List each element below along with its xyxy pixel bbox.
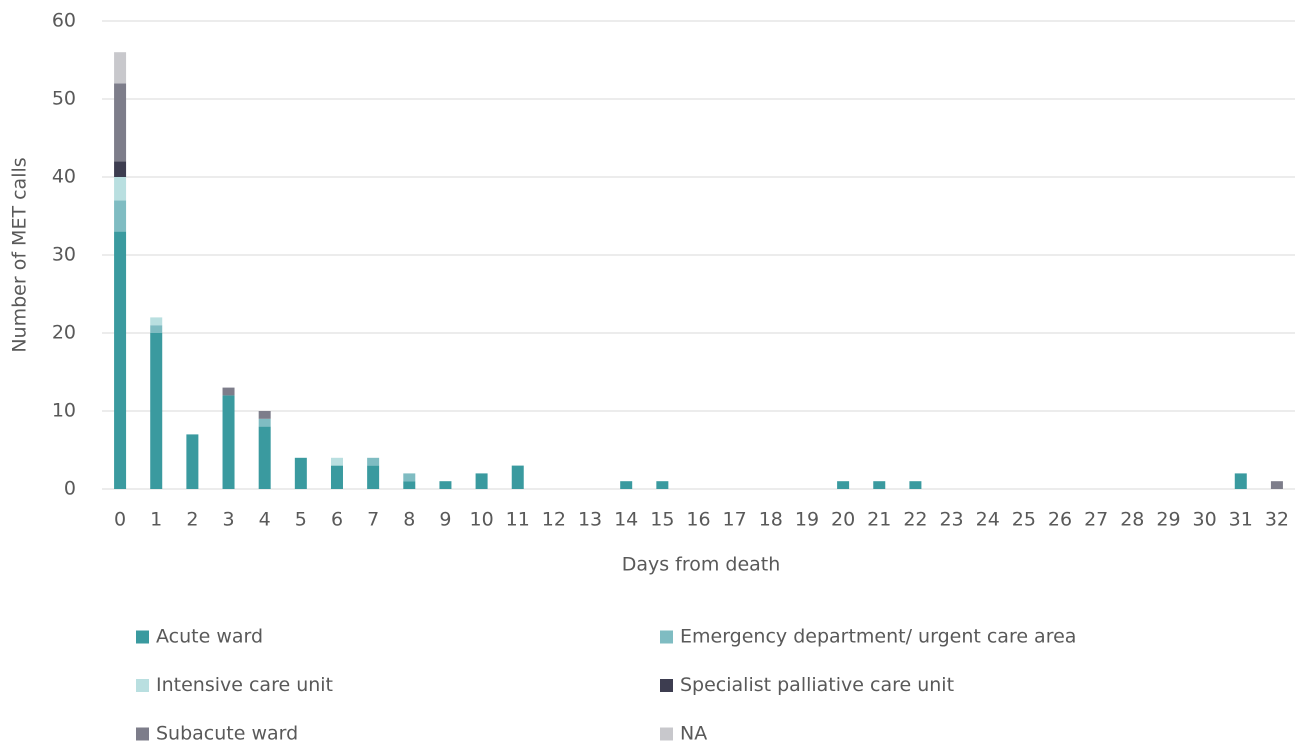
- y-tick-label: 40: [52, 166, 76, 188]
- legend-label: Specialist palliative care unit: [680, 674, 954, 696]
- bar-segment: [114, 83, 127, 162]
- x-tick-label: 13: [578, 509, 602, 531]
- bar-segment: [511, 465, 524, 489]
- x-tick-label: 28: [1120, 509, 1144, 531]
- y-axis-title: Number of MET calls: [9, 157, 31, 352]
- legend-label: Subacute ward: [156, 723, 298, 745]
- x-tick-label: 15: [650, 509, 674, 531]
- bar-segment: [150, 333, 163, 489]
- bar-segment: [222, 387, 235, 396]
- legend-swatch: [660, 679, 673, 692]
- x-tick-label: 11: [506, 509, 530, 531]
- x-axis-title: Days from death: [622, 554, 781, 576]
- legend-swatch: [660, 727, 673, 741]
- x-tick-label: 2: [186, 509, 198, 531]
- bar-segment: [150, 325, 163, 333]
- x-tick-label: 26: [1048, 509, 1072, 531]
- x-tick-label: 17: [723, 509, 747, 531]
- y-tick-label: 30: [52, 244, 76, 266]
- bar-segment: [1234, 473, 1247, 489]
- legend-label: Intensive care unit: [156, 674, 333, 696]
- x-tick-label: 25: [1012, 509, 1036, 531]
- bar-segment: [837, 481, 850, 489]
- x-tick-label: 14: [614, 509, 638, 531]
- bar-segment: [222, 395, 235, 489]
- legend-label: Acute ward: [156, 626, 263, 648]
- bar-segment: [186, 434, 199, 489]
- x-tick-label: 29: [1156, 509, 1180, 531]
- bar-segment: [367, 457, 380, 466]
- legend-swatch: [660, 630, 673, 644]
- x-tick-label: 31: [1229, 509, 1253, 531]
- bar-segment: [258, 426, 271, 489]
- x-tick-label: 5: [295, 509, 307, 531]
- x-tick-label: 16: [686, 509, 710, 531]
- x-tick-label: 23: [939, 509, 963, 531]
- x-tick-label: 12: [542, 509, 566, 531]
- bar-segment: [114, 177, 127, 201]
- legend-label: NA: [680, 723, 707, 745]
- x-tick-label: 24: [976, 509, 1000, 531]
- bar-segment: [439, 481, 452, 489]
- bar-segment: [909, 481, 922, 489]
- bar-segment: [403, 473, 416, 482]
- bar-segment: [150, 317, 163, 326]
- bar-segment: [114, 161, 127, 177]
- legend-swatch: [136, 630, 149, 644]
- x-tick-label: 9: [439, 509, 451, 531]
- bar-segment: [258, 418, 271, 427]
- bar-segment: [114, 200, 127, 232]
- bar-segment: [656, 481, 669, 489]
- bar-segment: [620, 481, 633, 489]
- x-tick-label: 22: [903, 509, 927, 531]
- bar-segment: [114, 231, 127, 489]
- x-tick-label: 1: [150, 509, 162, 531]
- bar-segment: [294, 457, 307, 489]
- x-tick-label: 19: [795, 509, 819, 531]
- x-tick-label: 32: [1265, 509, 1289, 531]
- x-tick-label: 18: [759, 509, 783, 531]
- y-tick-label: 10: [52, 400, 76, 422]
- x-tick-label: 8: [403, 509, 415, 531]
- bar-segment: [403, 481, 416, 489]
- x-tick-label: 4: [259, 509, 271, 531]
- x-tick-label: 10: [469, 509, 493, 531]
- legend-swatch: [136, 727, 149, 741]
- y-tick-label: 0: [64, 478, 76, 500]
- legend-swatch: [136, 679, 149, 692]
- bar-segment: [114, 52, 127, 84]
- y-tick-label: 60: [52, 10, 76, 32]
- x-tick-label: 20: [831, 509, 855, 531]
- y-tick-label: 20: [52, 322, 76, 344]
- bar-segment: [475, 473, 488, 489]
- bar-segment: [367, 465, 380, 489]
- x-tick-label: 21: [867, 509, 891, 531]
- bar-segment: [1270, 481, 1283, 489]
- x-tick-label: 3: [222, 509, 234, 531]
- bar-segment: [873, 481, 886, 489]
- bar-segment: [258, 411, 271, 419]
- x-tick-label: 0: [114, 509, 126, 531]
- bar-segment: [330, 465, 343, 489]
- x-tick-label: 7: [367, 509, 379, 531]
- x-tick-label: 27: [1084, 509, 1108, 531]
- legend-label: Emergency department/ urgent care area: [680, 626, 1076, 648]
- x-tick-label: 30: [1193, 509, 1217, 531]
- y-tick-label: 50: [52, 88, 76, 110]
- x-tick-label: 6: [331, 509, 343, 531]
- bar-segment: [330, 457, 343, 466]
